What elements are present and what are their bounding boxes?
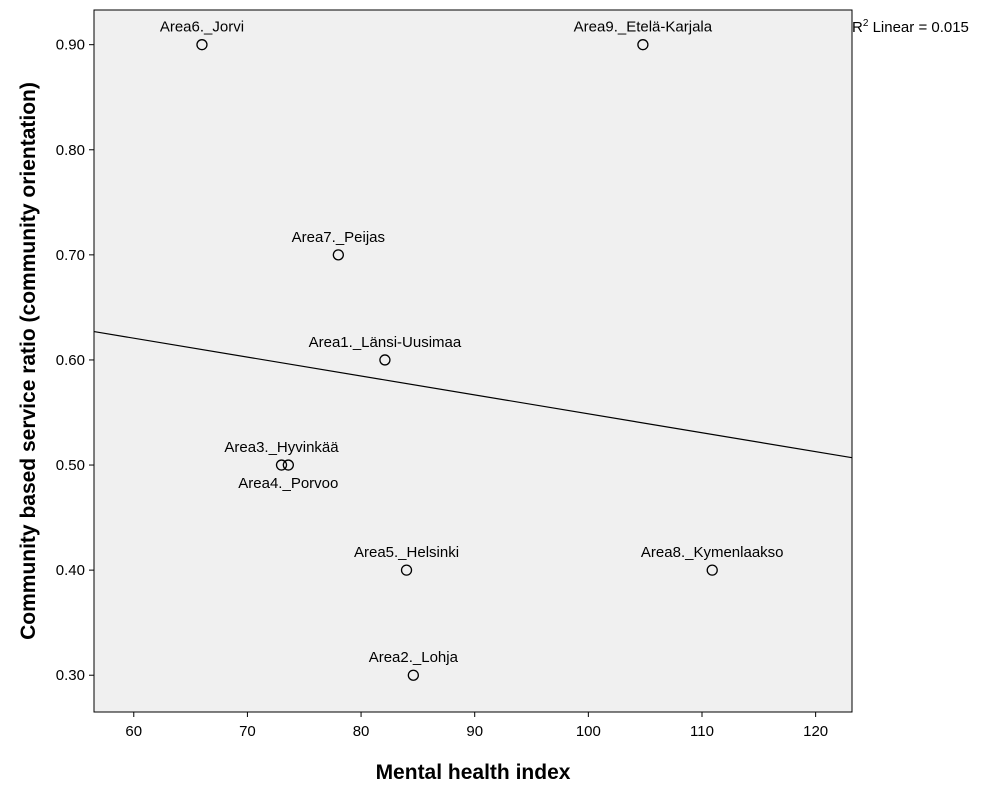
data-point-label: Area6._Jorvi: [160, 19, 244, 36]
x-tick-label: 70: [239, 723, 256, 740]
x-axis-ticks: 60 70 80 90 100 110 120: [125, 712, 828, 740]
data-point-label: Area8._Kymenlaakso: [641, 544, 784, 561]
data-points: Area6._Jorvi Area9._Etelä-Karjala Area7._P…: [160, 19, 784, 681]
data-point-label: Area1._Länsi-Uusimaa: [309, 334, 462, 351]
data-point: [332, 249, 344, 261]
x-tick-label: 110: [690, 723, 714, 740]
r2-prefix: R: [852, 19, 863, 36]
y-tick-label: 0.40: [56, 562, 85, 579]
data-point: [196, 39, 208, 51]
x-tick-label: 120: [803, 723, 828, 740]
data-point: [637, 39, 649, 51]
y-tick-label: 0.60: [56, 352, 85, 369]
y-tick-label: 0.30: [56, 667, 85, 684]
x-tick-label: 80: [353, 723, 370, 740]
data-point-label: Area3._Hyvinkää: [224, 439, 339, 456]
data-point: [275, 459, 288, 471]
data-point: [379, 354, 391, 366]
x-tick-label: 90: [466, 723, 483, 740]
x-axis-title: Mental health index: [376, 761, 571, 784]
x-tick-label: 100: [576, 723, 601, 740]
data-point: [706, 564, 718, 576]
y-tick-label: 0.70: [56, 247, 85, 264]
r2-superscript: 2: [863, 18, 869, 29]
y-tick-label: 0.80: [56, 142, 85, 159]
y-axis-title: Community based service ratio (community…: [17, 82, 40, 640]
data-point-label: Area4._Porvoo: [238, 475, 338, 492]
data-point-label: Area7._Peijas: [292, 229, 385, 246]
y-axis-ticks: 0.30 0.40 0.50 0.60 0.70 0.80 0.90: [56, 37, 94, 684]
y-tick-label: 0.50: [56, 457, 85, 474]
r2-text: Linear = 0.015: [868, 19, 969, 36]
data-point-label: Area5._Helsinki: [354, 544, 459, 561]
x-tick-label: 60: [125, 723, 142, 740]
data-point: [282, 459, 294, 471]
data-point-label: Area9._Etelä-Karjala: [574, 19, 713, 36]
r2-label: R2 Linear = 0.015: [852, 18, 969, 36]
data-point-label: Area2._Lohja: [369, 649, 459, 666]
plot-area: [93, 9, 853, 713]
y-tick-label: 0.90: [56, 37, 85, 54]
data-point: [407, 669, 419, 681]
data-point: [400, 564, 413, 576]
fit-line: [93, 330, 853, 459]
